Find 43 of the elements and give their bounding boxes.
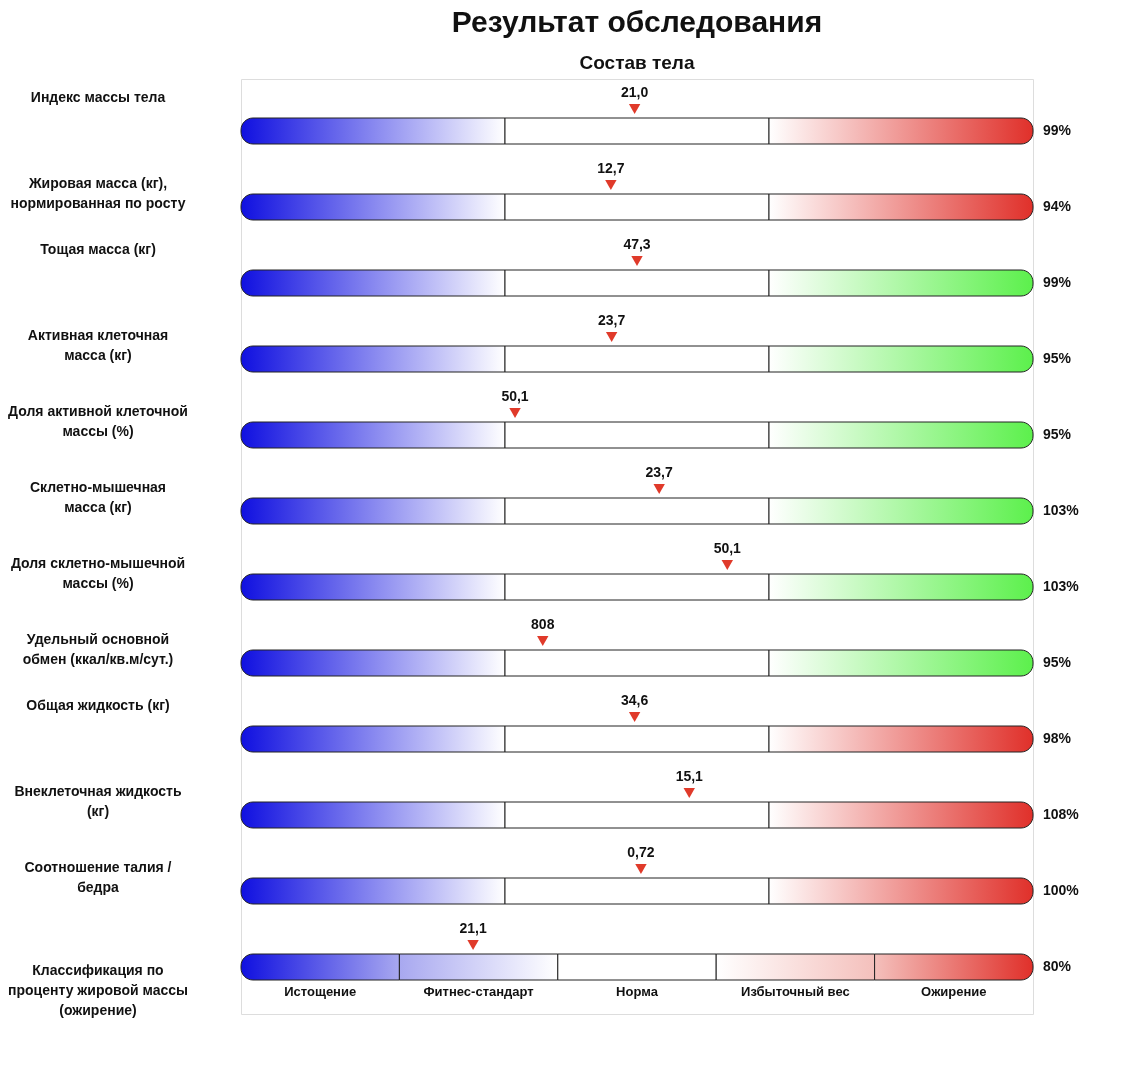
category-label: Общая жидкость (кг): [26, 697, 170, 713]
text: 95%: [1043, 654, 1072, 670]
data-label: 808: [531, 616, 555, 632]
text: 99%: [1043, 274, 1072, 290]
category-label: Доля склетно-мышечной массы (%): [10, 555, 186, 591]
text: 108%: [1043, 806, 1079, 822]
text: Норма: [616, 984, 659, 999]
data-label: 15,1: [675, 768, 704, 784]
text: 100%: [1043, 882, 1079, 898]
text: 94%: [1043, 198, 1072, 214]
data-label: 12,7: [597, 160, 625, 176]
text: 103%: [1043, 578, 1079, 594]
category-label: Доля активной клеточной массы (%): [8, 403, 188, 439]
category-label: Тощая масса (кг): [40, 241, 156, 257]
category-label: Соотношение талия / бедра: [24, 859, 172, 895]
category-label: Классификация по проценту жировой массы (ожирение): [8, 962, 188, 1018]
data-label: 21,1: [459, 920, 487, 936]
data-label: 21,0: [621, 84, 649, 100]
text: Избыточный вес: [741, 984, 850, 999]
text: 99%: [1043, 122, 1072, 138]
category-label: Склетно-мышечная масса (кг): [29, 479, 167, 515]
text: 80%: [1043, 958, 1072, 974]
text: Результат обследования: [451, 5, 823, 38]
data-label: 47,3: [623, 236, 651, 252]
data-label: 50,1: [501, 388, 529, 404]
data-label: 0,72: [627, 844, 655, 860]
category-label: Удельный основной обмен (ккал/кв.м/сут.): [22, 631, 174, 667]
text: Фитнес-стандарт: [423, 984, 534, 999]
data-label: 23,7: [598, 312, 626, 328]
text: 95%: [1043, 426, 1072, 442]
text: 98%: [1043, 730, 1072, 746]
text: Состав тела: [579, 52, 695, 73]
data-label: 50,1: [713, 540, 742, 556]
data-label: 23,7: [645, 464, 674, 480]
category-label: Внеклеточная жидкость (кг): [14, 783, 182, 819]
category-label: Индекс массы тела: [30, 89, 166, 105]
text: Истощение: [284, 984, 357, 999]
category-label: Жировая масса (кг), нормированная по росту: [10, 175, 186, 211]
text: 103%: [1043, 502, 1079, 518]
category-label: Активная клеточная масса (кг): [27, 327, 169, 363]
text: Ожирение: [921, 984, 987, 999]
data-label: 34,6: [621, 692, 649, 708]
text: 95%: [1043, 350, 1072, 366]
